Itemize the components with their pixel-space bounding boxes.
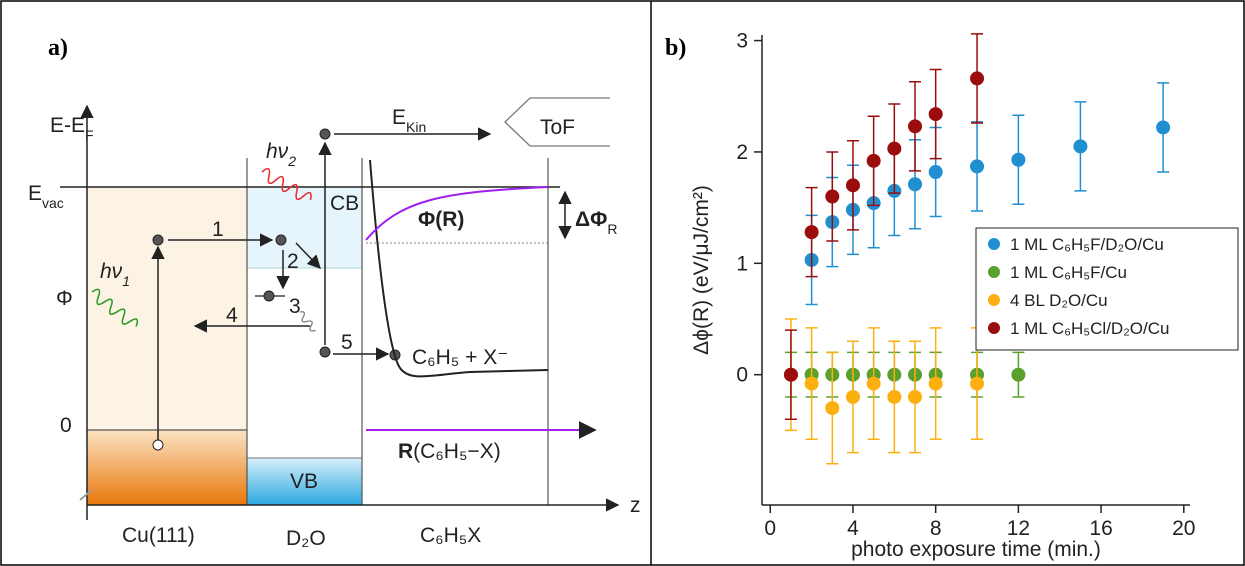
point <box>783 367 798 382</box>
legend-label: 1 ML C₆H₅Cl/D₂O/Cu <box>1010 319 1169 338</box>
products-label: C₆H₅ + X⁻ <box>412 346 508 369</box>
point <box>845 389 860 404</box>
point <box>928 107 943 122</box>
y-tick-label: 0 <box>736 364 748 387</box>
vb-label: VB <box>290 470 318 493</box>
work-function-change-label: ΔΦR <box>575 208 617 237</box>
y-tick-label: 2 <box>736 141 748 164</box>
legend-label: 4 BL D₂O/Cu <box>1010 291 1108 310</box>
diagram: a) E-EF Evac Φ 0 z Cu(111) D₂O C₆H₅X CB … <box>28 35 641 550</box>
x-tick-label: 20 <box>1172 517 1195 540</box>
point <box>825 189 840 204</box>
point <box>1011 152 1026 167</box>
z-label: z <box>630 494 641 517</box>
x-tick-label: 4 <box>847 517 859 540</box>
photon-label: hν1 <box>100 260 130 289</box>
panel-label: b) <box>665 35 686 61</box>
point <box>825 401 840 416</box>
y-tick-label: 3 <box>736 30 748 53</box>
point <box>887 141 902 156</box>
point <box>887 389 902 404</box>
point <box>866 376 881 391</box>
point <box>970 159 985 174</box>
step-label: 4 <box>226 304 238 327</box>
legend-box <box>975 227 1239 351</box>
cb-label: CB <box>330 192 359 215</box>
y-axis-label: Δϕ(R) (eV/μJ/cm²) <box>690 185 713 355</box>
detector-label: ToF <box>540 116 575 139</box>
point <box>970 376 985 391</box>
legend-marker <box>988 238 1000 250</box>
kinetic-label: EKin <box>392 106 426 135</box>
step-label: 1 <box>212 218 224 241</box>
work-function-label: Φ <box>56 287 73 310</box>
chart: b) photo exposure time (min.) Δϕ(R) (eV/… <box>665 30 1239 561</box>
panel-label: a) <box>48 35 68 61</box>
point <box>845 178 860 193</box>
point <box>908 389 923 404</box>
point <box>804 376 819 391</box>
vacuum-label: Evac <box>28 182 64 211</box>
cu-band <box>87 430 247 505</box>
legend-label: 1 ML C₆H₅F/Cu <box>1010 263 1127 282</box>
x-tick-label: 12 <box>1007 517 1030 540</box>
cb-band <box>246 186 363 269</box>
legend-marker <box>988 266 1000 278</box>
step-label: 5 <box>341 331 353 354</box>
point <box>928 376 943 391</box>
point <box>1073 139 1088 154</box>
legend-marker <box>988 322 1000 334</box>
step-label: 3 <box>289 295 301 318</box>
photon-label: hν2 <box>266 140 296 169</box>
legend-label: 1 ML C₆H₅F/D₂O/Cu <box>1010 235 1164 254</box>
zero-label: 0 <box>60 414 72 437</box>
potential-label: Φ(R) <box>418 208 464 231</box>
step-label: 2 <box>287 250 299 273</box>
point <box>908 177 923 192</box>
x-tick-label: 8 <box>930 517 942 540</box>
region-label: C₆H₅X <box>420 524 481 547</box>
point <box>866 153 881 168</box>
y-tick-label: 1 <box>736 252 748 275</box>
point <box>928 164 943 179</box>
region-label: Cu(111) <box>122 524 195 547</box>
region-label: D₂O <box>286 527 326 550</box>
cu-region <box>87 187 247 430</box>
x-tick-label: 0 <box>764 517 776 540</box>
x-tick-label: 16 <box>1089 517 1112 540</box>
point <box>970 71 985 86</box>
legend-marker <box>988 294 1000 306</box>
energy-axis-label: E-EF <box>50 114 94 143</box>
x-axis-label: photo exposure time (min.) <box>851 538 1101 561</box>
coordinate-label: R(C₆H₅−X) <box>398 440 501 463</box>
point <box>1011 367 1026 382</box>
point <box>908 119 923 134</box>
point <box>804 225 819 240</box>
point <box>1156 120 1171 135</box>
